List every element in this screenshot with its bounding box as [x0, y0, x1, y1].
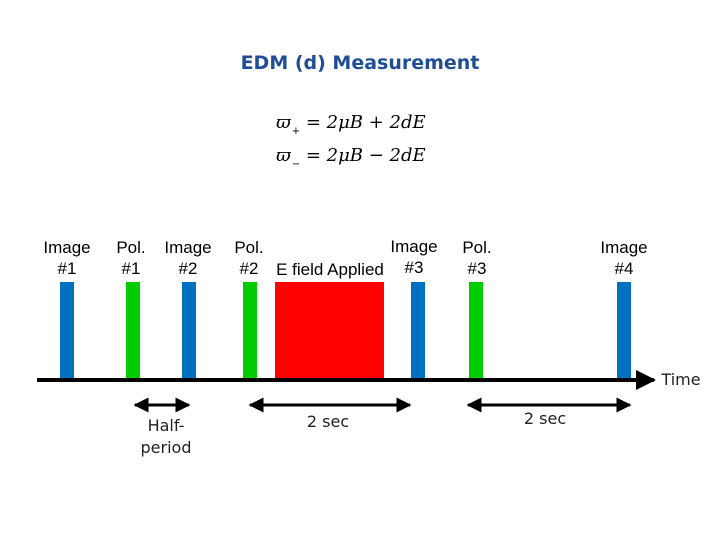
equation-subscript: − [291, 159, 301, 170]
event-label-image-1: Image #1 [37, 237, 97, 279]
equation-rhs: = 2μB + 2dE [305, 112, 426, 133]
event-label-line1: Image [600, 238, 648, 257]
interval-label-1: 2 sec [306, 412, 350, 431]
event-label-line1: Image [164, 238, 212, 257]
event-label-line2: #3 [404, 258, 424, 277]
pol-pulse-1 [126, 282, 140, 380]
interval-label-2: 2 sec [523, 409, 567, 428]
image-pulse-1 [60, 282, 74, 380]
half-period-line2: period [140, 438, 192, 457]
event-label-line2: #3 [467, 259, 487, 278]
event-label-image-3: Image #3 [383, 236, 445, 278]
image-pulse-4 [617, 282, 631, 380]
equation-lhs: ϖ [276, 145, 291, 166]
equation-omega-minus: ϖ− = 2μB − 2dE [276, 145, 426, 170]
half-period-label: Half- period [128, 415, 204, 459]
event-label-pol-1: Pol. #1 [106, 237, 156, 279]
equation-omega-plus: ϖ+ = 2μB + 2dE [276, 112, 426, 137]
event-label-line2: #1 [57, 259, 77, 278]
time-axis-label: Time [661, 370, 701, 389]
event-label-line2: #2 [178, 259, 198, 278]
pol-pulse-2 [243, 282, 257, 380]
event-label-image-4: Image #4 [594, 237, 654, 279]
event-label-image-2: Image #2 [158, 237, 218, 279]
e-field-label: E field Applied [276, 260, 384, 279]
e-field-pulse [275, 282, 384, 380]
event-label-line2: #1 [121, 259, 141, 278]
event-label-line1: Pol. [462, 238, 492, 257]
image-pulse-3 [411, 282, 425, 380]
event-label-line1: Image [390, 237, 438, 256]
equation-lhs: ϖ [276, 112, 291, 133]
event-label-line2: #2 [239, 259, 259, 278]
event-label-line2: #4 [614, 259, 634, 278]
pol-pulse-3 [469, 282, 483, 380]
event-label-pol-3: Pol. #3 [452, 237, 502, 279]
equation-subscript: + [291, 126, 301, 137]
half-period-line1: Half- [147, 416, 185, 435]
event-label-line1: Image [43, 238, 91, 257]
image-pulse-2 [182, 282, 196, 380]
page-title: EDM (d) Measurement [240, 52, 480, 74]
event-label-pol-2: Pol. #2 [224, 237, 274, 279]
equation-rhs: = 2μB − 2dE [305, 145, 426, 166]
event-label-line1: Pol. [116, 238, 146, 257]
event-label-line1: Pol. [234, 238, 264, 257]
